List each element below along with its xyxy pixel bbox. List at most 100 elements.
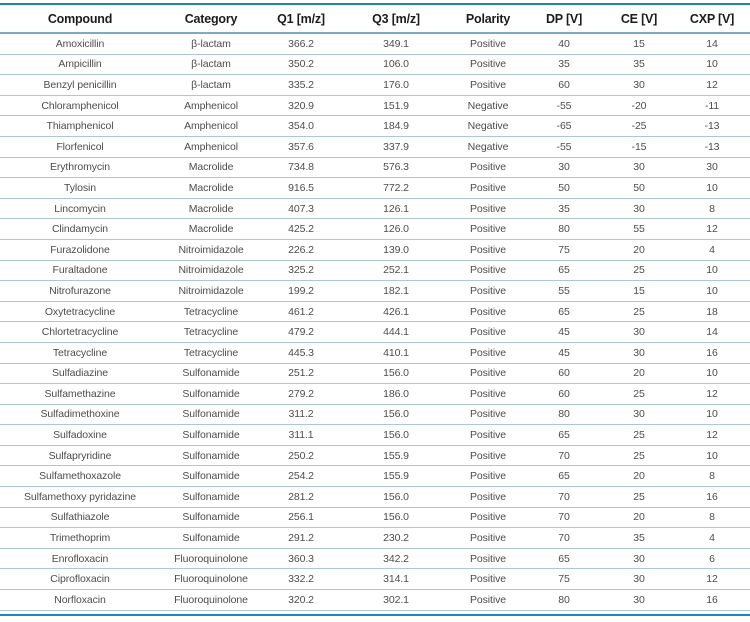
cell-ce: 25 — [604, 445, 674, 467]
cell-ce: 50 — [604, 177, 674, 199]
cell-q1: 320.9 — [262, 95, 340, 117]
cell-cxp: 4 — [674, 239, 750, 261]
cell-dp: 70 — [524, 527, 604, 549]
cell-compound: Furaltadone — [0, 260, 160, 282]
cell-dp: 75 — [524, 568, 604, 591]
cell-compound: Nitrofurazone — [0, 280, 160, 302]
table-row: Erythromycin Macrolide 734.8 576.3 Positive 3… — [0, 157, 750, 179]
cell-dp: -55 — [524, 95, 604, 117]
table-row: Ampicillin β-lactam 350.2 106.0 Positive 35 35… — [0, 54, 750, 76]
header-row: Compound Category Q1 [m/z] Q3 [m/z] Pola… — [0, 5, 750, 34]
cell-ce: 30 — [604, 568, 674, 591]
cell-polarity: Positive — [452, 157, 524, 179]
cell-ce: 30 — [604, 198, 674, 220]
cell-q3: 314.1 — [340, 568, 452, 591]
cell-ce: 25 — [604, 486, 674, 508]
table-row: Sulfadimethoxine Sulfonamide 311.2 156.0 Pos… — [0, 404, 750, 426]
cell-category: Sulfonamide — [160, 527, 262, 549]
cell-polarity: Positive — [452, 54, 524, 76]
cell-q1: 311.1 — [262, 424, 340, 446]
cell-cxp: 14 — [674, 321, 750, 343]
cell-dp: 70 — [524, 445, 604, 467]
table-row: Sulfamethazine Sulfonamide 279.2 186.0 Posit… — [0, 383, 750, 405]
cell-cxp: 16 — [674, 486, 750, 508]
cell-category: Sulfonamide — [160, 383, 262, 405]
cell-polarity: Positive — [452, 568, 524, 591]
cell-dp: 55 — [524, 280, 604, 302]
column-header-q1: Q1 [m/z] — [262, 5, 340, 34]
cell-compound: Thiamphenicol — [0, 115, 160, 137]
cell-q1: 332.2 — [262, 568, 340, 591]
cell-cxp: 12 — [674, 74, 750, 96]
cell-category: β-lactam — [160, 54, 262, 76]
table-header: Compound Category Q1 [m/z] Q3 [m/z] Pola… — [0, 5, 750, 34]
cell-polarity: Positive — [452, 218, 524, 240]
cell-cxp: 10 — [674, 54, 750, 76]
cell-category: Macrolide — [160, 157, 262, 179]
cell-ce: -15 — [604, 136, 674, 158]
cell-cxp: 16 — [674, 342, 750, 364]
cell-compound: Sulfadimethoxine — [0, 404, 160, 426]
cell-q1: 354.0 — [262, 115, 340, 137]
cell-ce: 25 — [604, 383, 674, 405]
cell-q3: 106.0 — [340, 54, 452, 76]
cell-q1: 325.2 — [262, 260, 340, 282]
table-row: Ciprofloxacin Fluoroquinolone 332.2 314.1 Po… — [0, 568, 750, 591]
cell-cxp: 6 — [674, 548, 750, 570]
cell-q1: 366.2 — [262, 33, 340, 55]
cell-compound: Ciprofloxacin — [0, 568, 160, 591]
cell-q3: 176.0 — [340, 74, 452, 96]
table-row: Furaltadone Nitroimidazole 325.2 252.1 Posit… — [0, 260, 750, 282]
cell-category: Fluoroquinolone — [160, 589, 262, 611]
cell-q1: 357.6 — [262, 136, 340, 158]
cell-polarity: Positive — [452, 301, 524, 323]
cell-q3: 156.0 — [340, 424, 452, 446]
cell-cxp: -11 — [674, 95, 750, 117]
cell-dp: -65 — [524, 115, 604, 137]
cell-ce: 55 — [604, 218, 674, 240]
cell-q3: 155.9 — [340, 445, 452, 467]
cell-q3: 772.2 — [340, 177, 452, 199]
table-body: Amoxicillin β-lactam 366.2 349.1 Positive 40 1… — [0, 33, 750, 611]
cell-cxp: -13 — [674, 115, 750, 137]
cell-compound: Benzyl penicillin — [0, 74, 160, 96]
cell-q3: 342.2 — [340, 548, 452, 570]
cell-dp: 60 — [524, 74, 604, 96]
cell-dp: 35 — [524, 198, 604, 220]
cell-q3: 337.9 — [340, 136, 452, 158]
cell-q3: 155.9 — [340, 465, 452, 488]
cell-q1: 479.2 — [262, 321, 340, 343]
column-header-polarity: Polarity — [452, 5, 524, 34]
cell-compound: Sulfamethoxazole — [0, 465, 160, 488]
cell-compound: Furazolidone — [0, 239, 160, 261]
cell-ce: 25 — [604, 424, 674, 446]
cell-cxp: 8 — [674, 198, 750, 220]
cell-q1: 291.2 — [262, 527, 340, 549]
cell-dp: 65 — [524, 260, 604, 282]
cell-q3: 410.1 — [340, 342, 452, 364]
cell-q1: 250.2 — [262, 445, 340, 467]
cell-polarity: Positive — [452, 507, 524, 529]
cell-ce: 20 — [604, 465, 674, 488]
cell-polarity: Positive — [452, 198, 524, 220]
cell-category: β-lactam — [160, 74, 262, 96]
table-row: Florfenicol Amphenicol 357.6 337.9 Negative -… — [0, 136, 750, 158]
cell-cxp: 4 — [674, 527, 750, 549]
cell-category: Sulfonamide — [160, 404, 262, 426]
cell-category: Amphenicol — [160, 95, 262, 117]
cell-category: Macrolide — [160, 218, 262, 240]
cell-category: Nitroimidazole — [160, 239, 262, 261]
cell-polarity: Positive — [452, 260, 524, 282]
table-row: Amoxicillin β-lactam 366.2 349.1 Positive 40 1… — [0, 33, 750, 55]
cell-category: Sulfonamide — [160, 424, 262, 446]
cell-ce: 30 — [604, 404, 674, 426]
cell-category: Sulfonamide — [160, 465, 262, 488]
cell-dp: 70 — [524, 486, 604, 508]
cell-category: β-lactam — [160, 33, 262, 55]
cell-q1: 360.3 — [262, 548, 340, 570]
cell-dp: 40 — [524, 33, 604, 55]
cell-q1: 335.2 — [262, 74, 340, 96]
cell-cxp: 18 — [674, 301, 750, 323]
cell-cxp: 10 — [674, 260, 750, 282]
